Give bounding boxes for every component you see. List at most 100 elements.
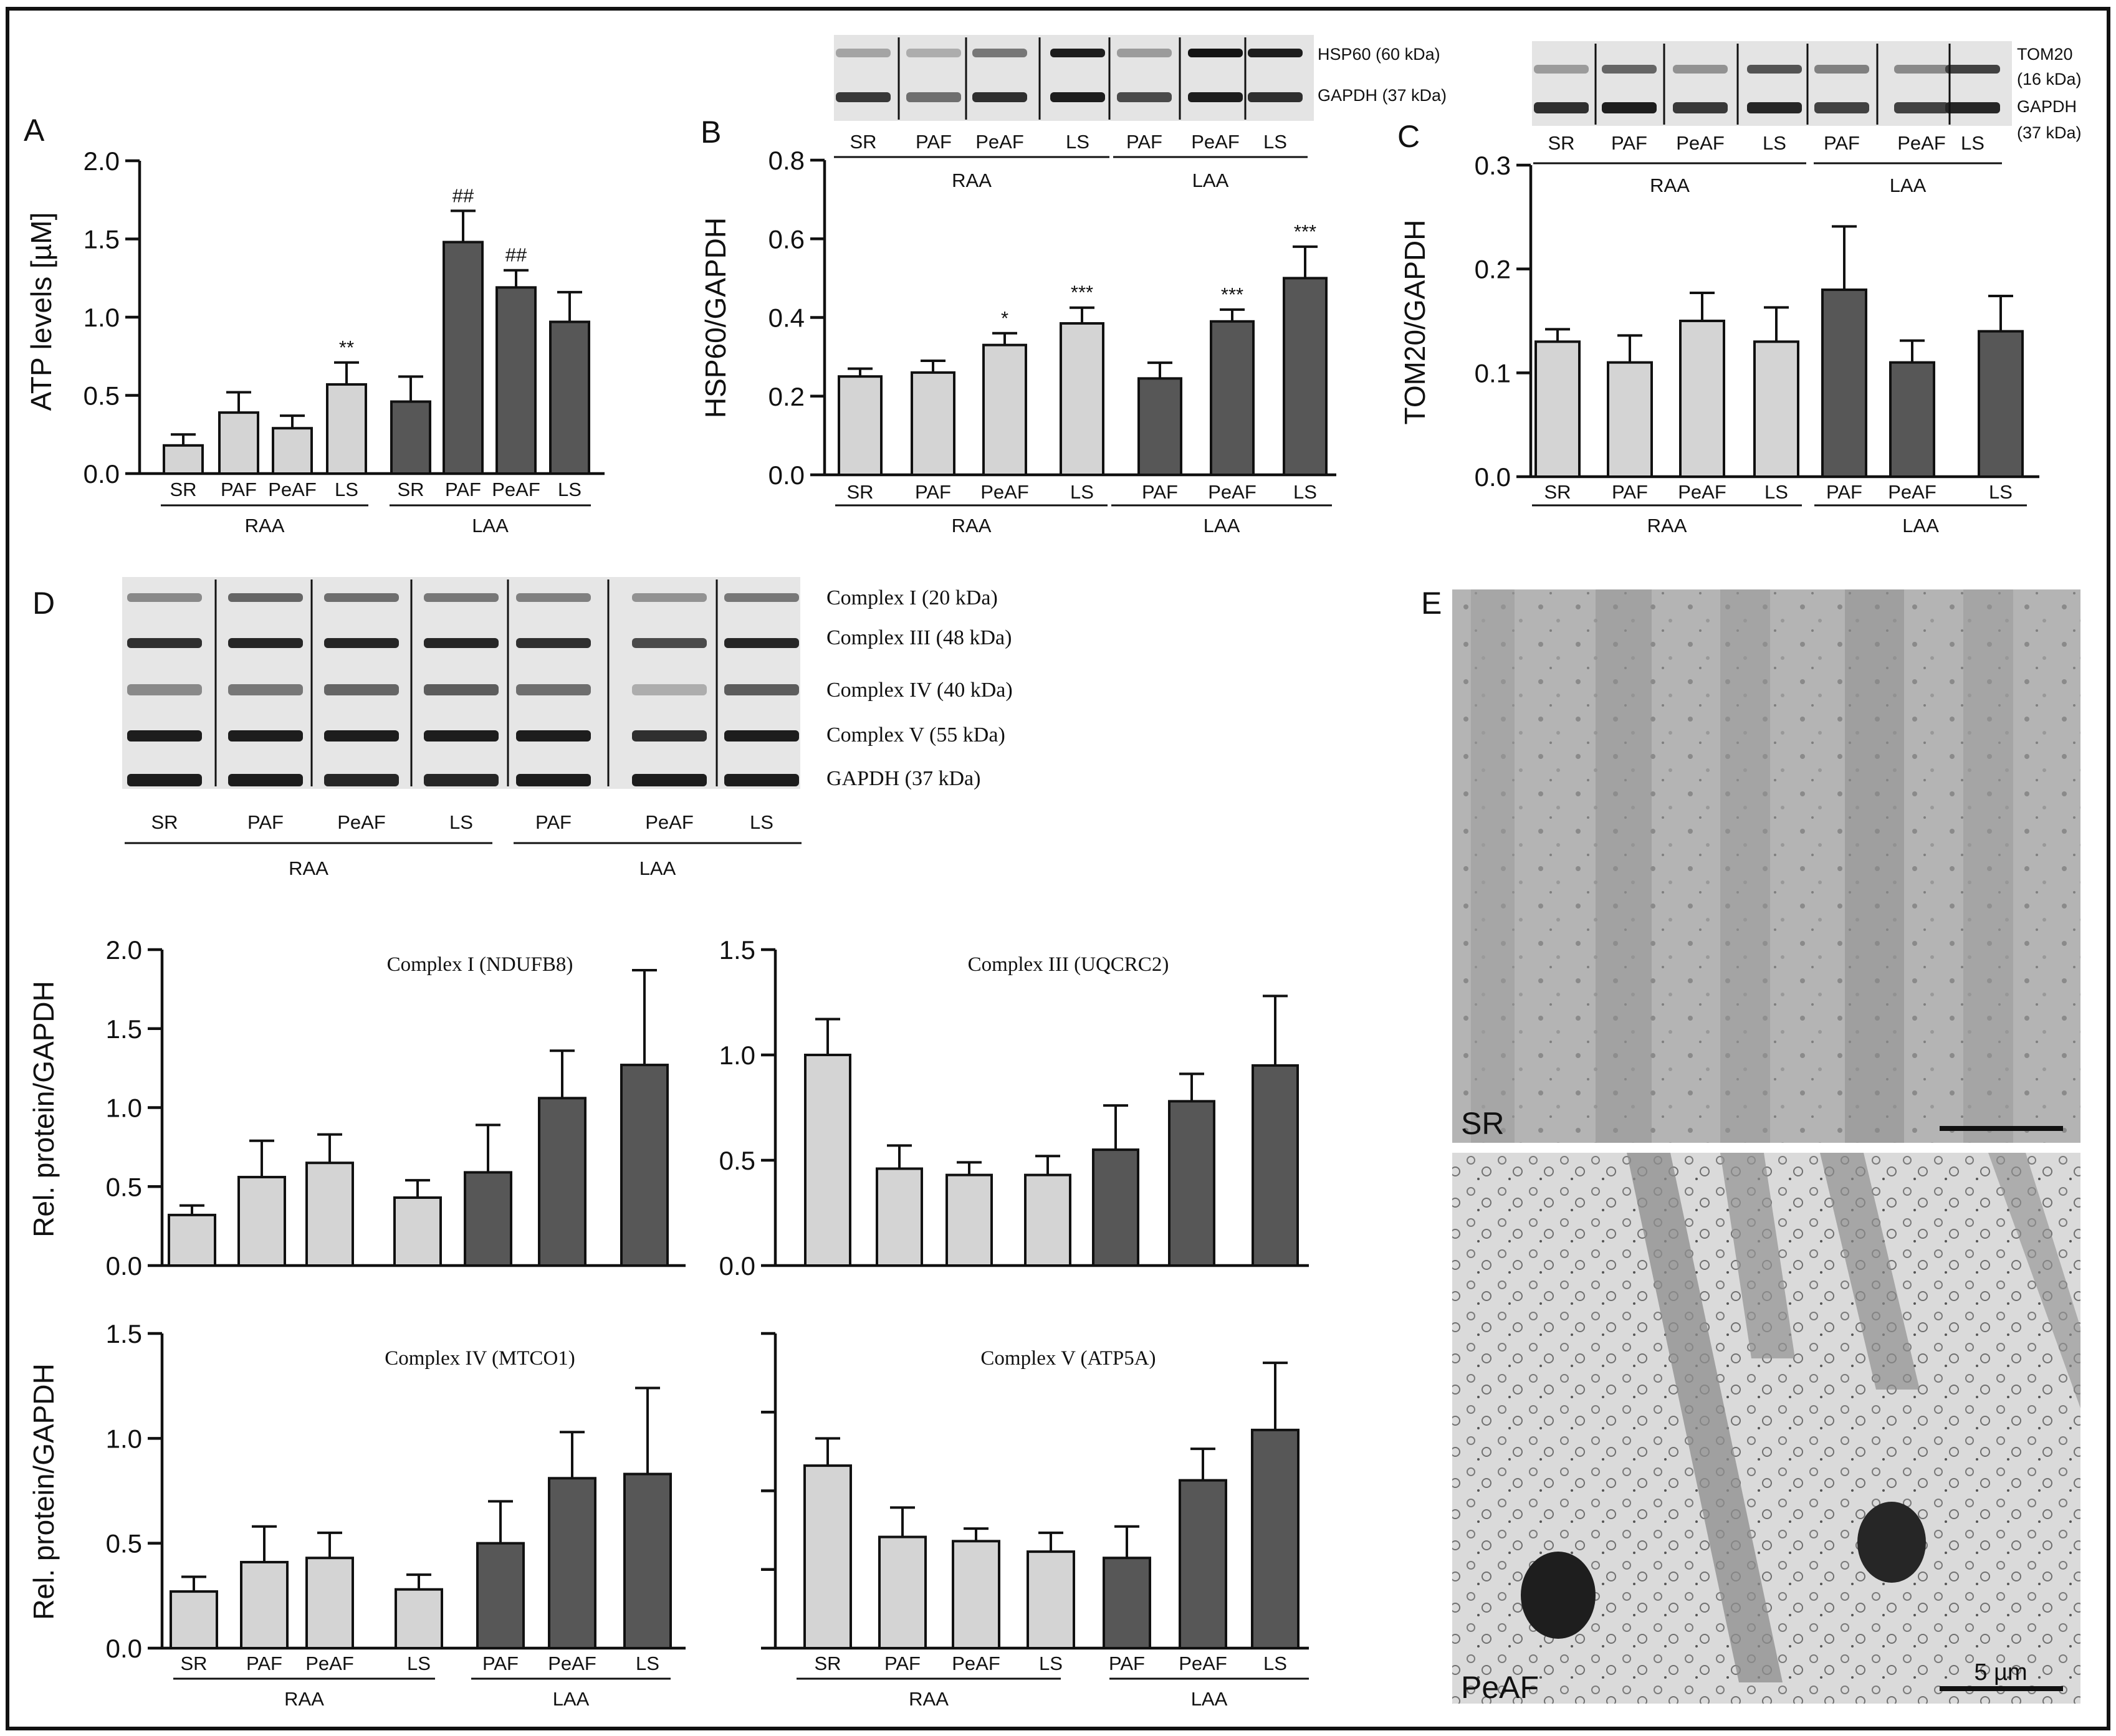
blot-band [724, 774, 799, 786]
category-label-paf: PAF [445, 479, 481, 500]
y-tick-label: 0.5 [719, 1146, 755, 1175]
bar-5 [1137, 377, 1182, 476]
y-tick-label: 0.0 [1475, 462, 1511, 492]
category-label-paf: PAF [1826, 481, 1862, 503]
blot-band [1050, 92, 1105, 102]
chart-title: Complex III (UQCRC2) [968, 953, 1169, 976]
y-tick-label: 0.5 [84, 381, 120, 411]
blot-band [1945, 102, 2000, 113]
chart-d-complex-iii: 0.0 0.5 1.0 1.5 Complex III (UQCRC2) [719, 935, 1309, 1281]
blot-band [906, 92, 961, 102]
blot-band [1188, 92, 1243, 102]
figure-frame [6, 7, 2110, 1730]
blot-band [228, 774, 303, 786]
y-tick-label: 0.4 [768, 303, 805, 333]
em-peaf-structures [1521, 1153, 2080, 1682]
blot-band [127, 774, 202, 786]
blot-band [1534, 102, 1589, 113]
bar-2 [911, 371, 955, 476]
chart-title: Complex IV (MTCO1) [385, 1347, 575, 1370]
bar-7 [1251, 1428, 1300, 1650]
group-label-raa: RAA [909, 1688, 949, 1710]
blot-lane-label-ls: LS [1961, 132, 1984, 154]
bar-5 [1821, 289, 1867, 478]
em-label-sr: SR [1461, 1106, 1504, 1141]
category-label-sr: SR [814, 1653, 841, 1674]
bar-3 [305, 1161, 354, 1267]
group-label-laa: LAA [1191, 1688, 1228, 1710]
y-tick-label: 0.8 [768, 146, 805, 175]
blot-lane-label-ls: LS [449, 811, 473, 833]
category-label-sr: SR [180, 1653, 207, 1674]
blot-band [324, 684, 399, 695]
blot-background [834, 35, 1314, 121]
blot-d-label-gapdh: GAPDH (37 kDa) [826, 767, 980, 790]
blot-band [516, 593, 591, 602]
bar-3 [982, 343, 1027, 476]
blot-band [228, 730, 303, 742]
bar-6 [548, 1477, 596, 1650]
blot-group-label-raa: RAA [289, 857, 328, 879]
blot-band [1673, 65, 1728, 74]
y-tick-label: 0.1 [1475, 358, 1511, 388]
blot-band [632, 593, 707, 602]
bar-6 [538, 1097, 586, 1267]
blot-group-label-raa: RAA [1650, 174, 1690, 196]
category-label-paf: PAF [482, 1653, 519, 1674]
y-tick-label: 2.0 [84, 146, 120, 176]
category-label-peaf: PeAF [952, 1653, 1000, 1674]
panel-letter-b: B [701, 115, 721, 150]
bar-4 [326, 383, 367, 475]
blot-band [324, 593, 399, 602]
category-label-ls: LS [407, 1653, 431, 1674]
category-label-peaf: PeAF [1179, 1653, 1227, 1674]
blot-band [424, 593, 499, 602]
blot-band [1117, 49, 1172, 57]
blot-group-label-laa: LAA [1890, 174, 1927, 196]
blot-lane-label-paf: PAF [916, 131, 952, 153]
y-tick-label: 1.0 [84, 303, 120, 332]
blot-band [1945, 65, 2000, 74]
category-label-ls: LS [1293, 481, 1317, 503]
significance-marker: ## [505, 244, 527, 266]
blot-group-label-laa: LAA [639, 857, 676, 879]
blot-c-label-tom20: TOM20 [2017, 45, 2073, 64]
blot-band [516, 730, 591, 742]
bar-1 [804, 1054, 851, 1267]
panel-letter-e: E [1421, 586, 1442, 621]
blot-lane-label-sr: SR [850, 131, 876, 153]
blot-lane-label-paf: PAF [535, 811, 572, 833]
group-label-raa: RAA [1647, 515, 1687, 537]
group-label-laa: LAA [1902, 515, 1939, 537]
bar-7 [1252, 1064, 1299, 1267]
y-axis-label: ATP levels [µM] [25, 212, 57, 411]
blot-d-label-complex-i: Complex I (20 kDa) [826, 586, 998, 609]
y-tick-label: 1.5 [106, 1319, 142, 1348]
blot-band [1747, 102, 1802, 113]
blot-band [1894, 65, 1949, 74]
category-label-peaf: PeAF [1678, 481, 1726, 503]
category-label-ls: LS [1039, 1653, 1063, 1674]
y-tick-label: 0.0 [84, 459, 120, 489]
significance-marker: ** [339, 336, 354, 358]
panel-letter-a: A [24, 113, 45, 148]
blot-band [424, 730, 499, 742]
blot-band [836, 92, 891, 102]
blot-band [972, 92, 1027, 102]
blot-lane-label-ls: LS [1763, 132, 1786, 154]
blot-band [1747, 65, 1802, 74]
bar-7 [620, 1064, 669, 1267]
y-tick-label: 0.0 [106, 1634, 142, 1663]
category-label-peaf: PeAF [492, 479, 540, 500]
category-label-paf: PAF [1142, 481, 1178, 503]
bar-6 [1889, 361, 1935, 479]
blot-band [1814, 65, 1869, 74]
blot-lane-label-peaf: PeAF [645, 811, 694, 833]
category-label-ls: LS [636, 1653, 659, 1674]
significance-marker: *** [1294, 221, 1316, 242]
chart-a-atp-levels: 0.0 0.5 1.0 1.5 2.0 ATP levels [µM] ** ## ## SR PA… [25, 146, 605, 537]
bar-3 [1679, 320, 1725, 478]
blot-band [906, 49, 961, 57]
y-tick-label: 0.2 [768, 382, 805, 411]
chart-title: Complex V (ATP5A) [980, 1347, 1156, 1370]
